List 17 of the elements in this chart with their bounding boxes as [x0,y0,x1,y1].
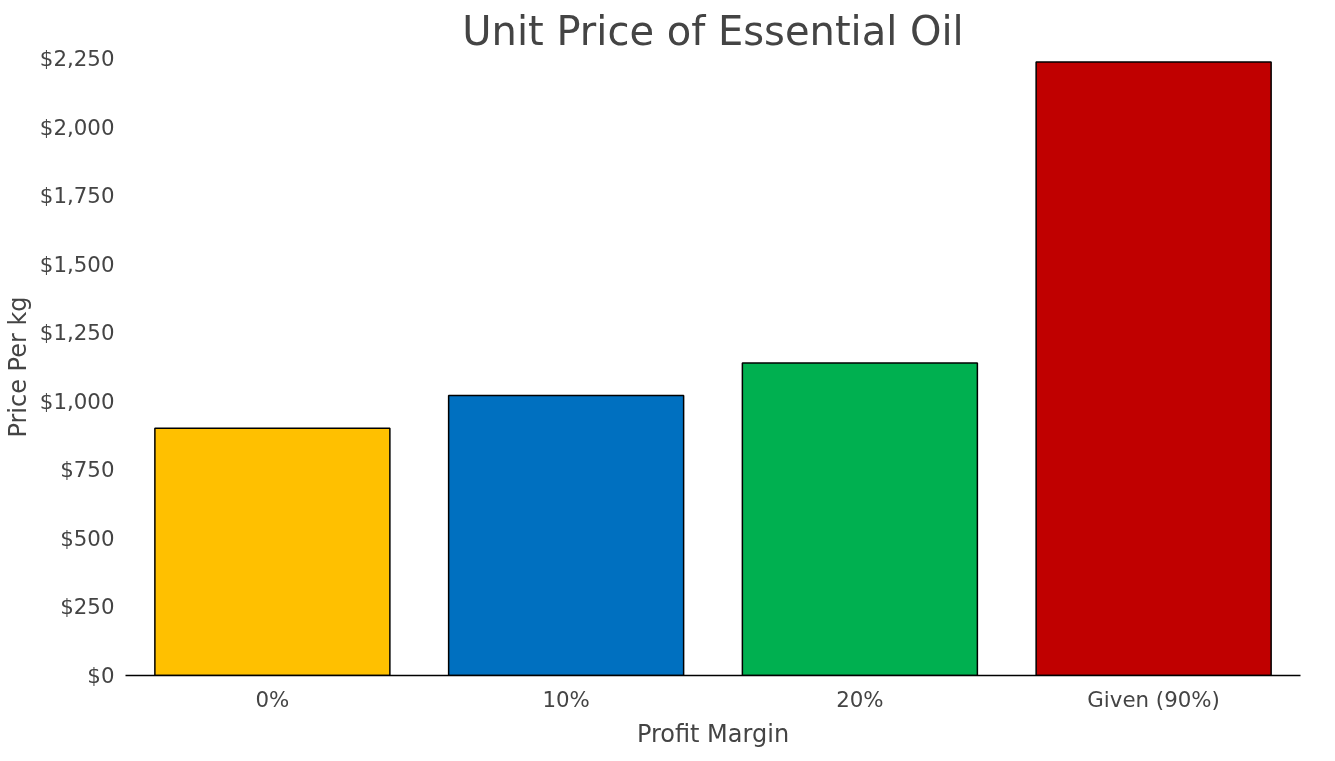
x-tick-label: 10% [542,686,590,712]
x-axis-title: Profit Margin [636,719,790,748]
y-tick-label: $1,750 [39,183,115,209]
y-tick-label: $2,250 [39,46,115,71]
y-tick-label: $250 [60,594,115,620]
x-tick-label: Given (90%) [1087,686,1220,712]
y-tick-label: $2,000 [39,114,115,140]
x-tick-label: 0% [255,686,290,712]
y-axis-title: Price Per kg [3,296,32,438]
y-tick-label: $0 [87,663,115,688]
x-tick-label: 20% [836,686,884,712]
y-tick-label: $1,250 [39,320,115,346]
chart-title: Unit Price of Essential Oil [462,7,964,54]
y-tick-label: $500 [60,525,115,551]
y-tick-label: $1,000 [39,388,115,414]
y-tick-label: $750 [60,457,115,483]
y-tick-label: $1,500 [39,251,115,277]
